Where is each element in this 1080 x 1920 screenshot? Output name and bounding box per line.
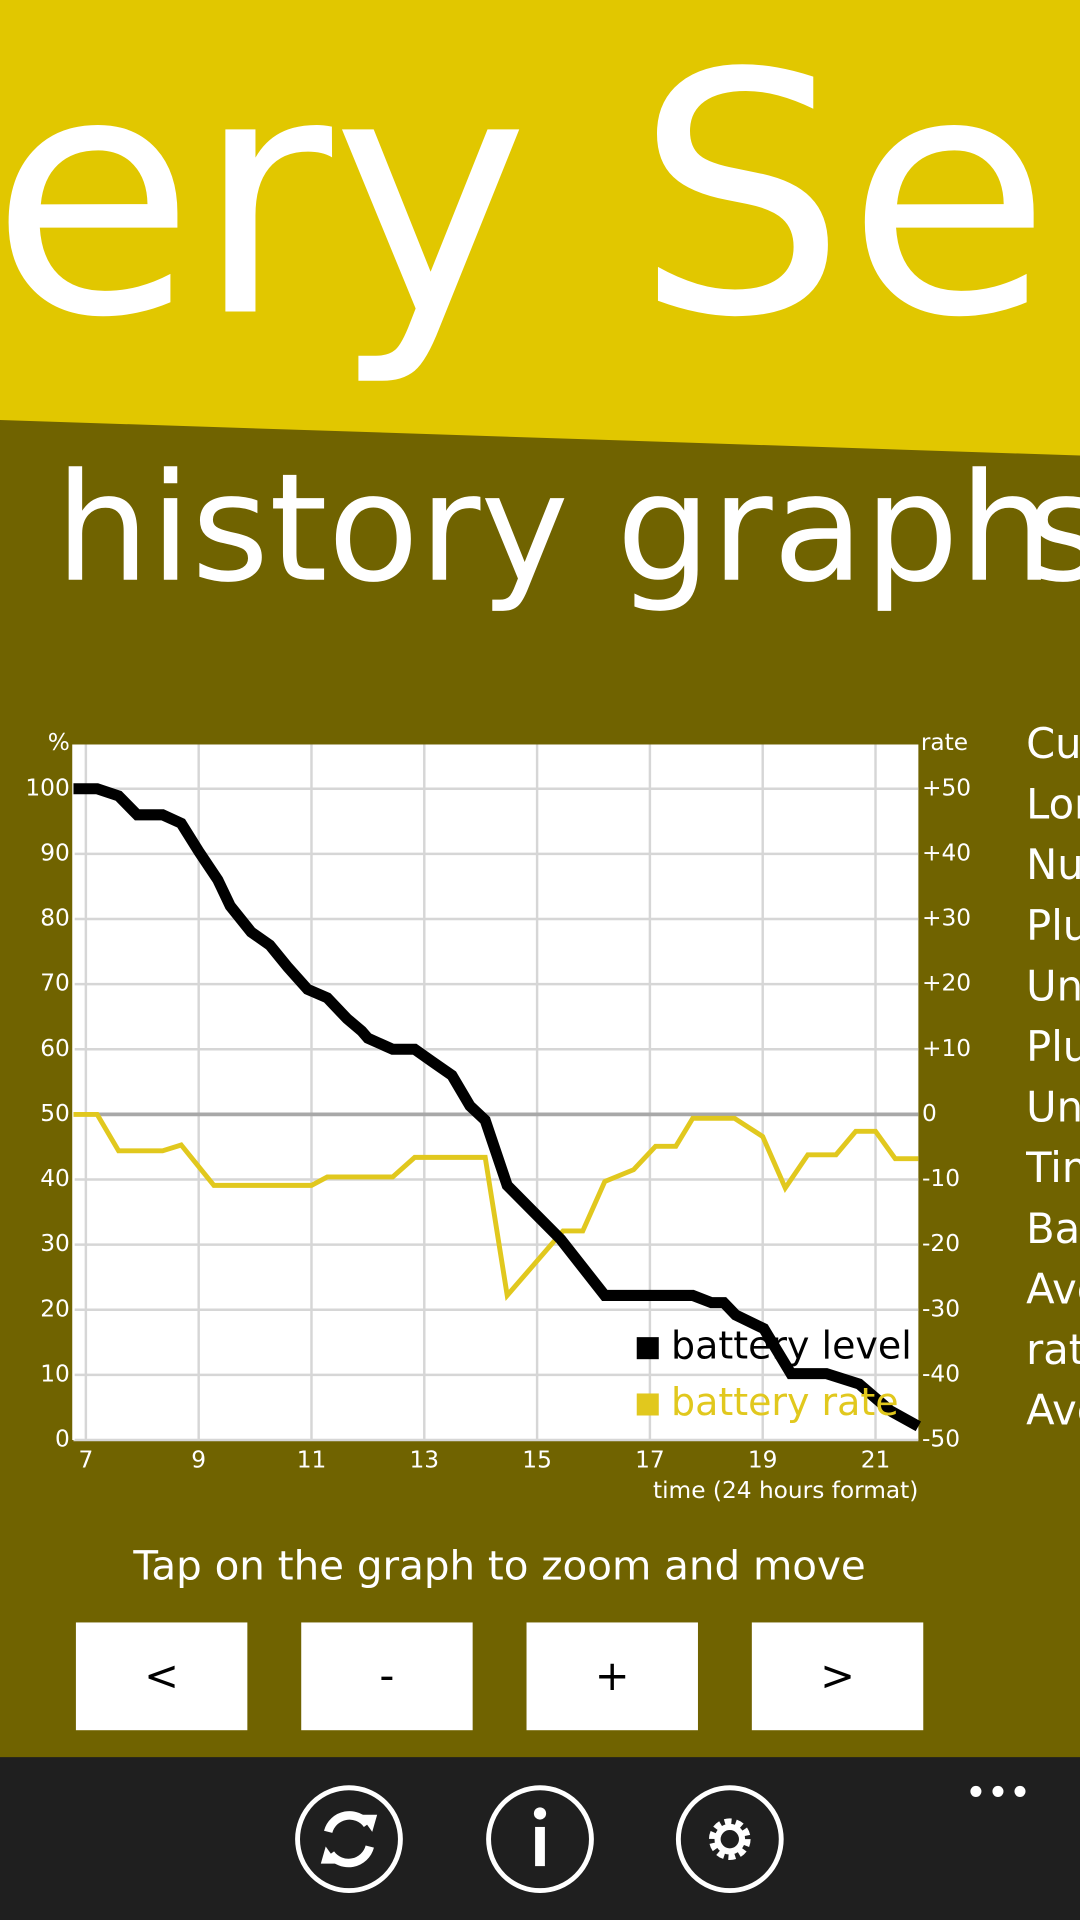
- nav-button[interactable]: [75, 1622, 248, 1731]
- legend-swatch: [636, 1393, 659, 1416]
- y2-tick-label: -40: [922, 1360, 960, 1387]
- x-tick-label: 15: [522, 1446, 552, 1473]
- nav-button-label: >: [820, 1651, 855, 1700]
- summary-label: Bat: [1026, 1204, 1080, 1253]
- x-tick-label: 13: [409, 1446, 439, 1473]
- header-band: [0, 0, 1080, 466]
- summary-label: Tim: [1025, 1143, 1080, 1192]
- settings-button[interactable]: [675, 1785, 784, 1894]
- nav-button-label: <: [144, 1651, 179, 1700]
- x-tick-label: 21: [861, 1446, 891, 1473]
- y-tick-label: 80: [40, 905, 70, 932]
- zoom-buttons: < - + >: [75, 1622, 924, 1731]
- series-line: [73, 1111, 919, 1302]
- summary-label: Cu: [1026, 719, 1080, 768]
- y2-tick-label: -50: [922, 1426, 960, 1453]
- series-line: [73, 783, 922, 1432]
- summary-label: Lor: [1026, 780, 1080, 829]
- legend-label: battery level: [671, 1324, 912, 1368]
- summary-label: Nu: [1026, 840, 1080, 889]
- dot: [970, 1785, 982, 1797]
- legend-label: battery rate: [671, 1380, 899, 1424]
- y2-axis-label: rate: [921, 729, 968, 756]
- summary-list: Cu Lor Nu Plu Un Plu Un Tim Bat Ave rate Ave: [1025, 719, 1080, 1435]
- summary-label: Ave: [1026, 1386, 1080, 1435]
- refresh-button[interactable]: [295, 1785, 403, 1894]
- y-tick-label: 70: [40, 970, 70, 997]
- y-tick-label: 0: [55, 1426, 70, 1453]
- y2-tick-label: +30: [922, 905, 971, 932]
- y-tick-label: 100: [25, 774, 69, 801]
- refresh-arrow: [324, 1811, 371, 1834]
- y2-tick-label: -30: [922, 1295, 960, 1322]
- y2-tick-label: -10: [922, 1165, 960, 1192]
- refresh-circle: [295, 1785, 403, 1894]
- summary-label: Plu: [1026, 901, 1080, 950]
- y2-tick-label: +10: [922, 1035, 971, 1062]
- gear-teeth: [708, 1818, 751, 1860]
- info-stem: [535, 1826, 545, 1867]
- y-tick-label: 50: [40, 1100, 70, 1127]
- x-tick-label: 9: [191, 1446, 206, 1473]
- summary-label: Un: [1026, 961, 1080, 1010]
- y-tick-label: 90: [40, 839, 70, 866]
- y2-tick-label: +20: [922, 970, 971, 997]
- plot-area[interactable]: [73, 744, 919, 1440]
- nav-button[interactable]: [301, 1622, 473, 1731]
- x-tick-label: 19: [748, 1446, 778, 1473]
- info-dot: [533, 1807, 547, 1820]
- dot: [1014, 1785, 1026, 1797]
- refresh-arrow: [327, 1845, 374, 1868]
- y2-tick-label: +50: [922, 774, 971, 801]
- legend-swatch: [636, 1337, 659, 1360]
- nav-button[interactable]: [751, 1622, 924, 1731]
- y-tick-label: 10: [40, 1360, 70, 1387]
- x-axis-label: time (24 hours format): [653, 1477, 918, 1504]
- info-button[interactable]: [486, 1785, 594, 1894]
- summary-label: Ave: [1026, 1264, 1080, 1313]
- app-title: ery Sen: [0, 2, 1080, 390]
- y-axis-label: %: [48, 729, 70, 756]
- nav-button[interactable]: [526, 1622, 698, 1731]
- y2-tick-label: +40: [922, 839, 971, 866]
- refresh-head: [320, 1846, 338, 1864]
- x-tick-label: 11: [297, 1446, 327, 1473]
- summary-label: Plu: [1026, 1022, 1080, 1071]
- y-tick-label: 30: [40, 1230, 70, 1257]
- chart: 7 9 11 13 15 17 19 21 0 10 20 30 40 50 60 70 80 90 100 -50 -…: [25, 729, 971, 1504]
- x-tick-label: 17: [635, 1446, 665, 1473]
- summary-label: rate: [1026, 1325, 1080, 1374]
- y2-tick-label: -20: [922, 1230, 960, 1257]
- gear-body: [714, 1823, 746, 1855]
- pivot-next[interactable]: s: [1026, 442, 1080, 616]
- more-menu[interactable]: [970, 1785, 1026, 1797]
- summary-label: Un: [1026, 1083, 1080, 1132]
- info-circle: [486, 1785, 594, 1894]
- nav-button-label: -: [379, 1651, 394, 1700]
- refresh-head: [360, 1814, 378, 1832]
- pivot-current[interactable]: history graph: [55, 442, 1054, 616]
- nav-button-label: +: [595, 1651, 630, 1700]
- x-tick-label: 7: [78, 1446, 93, 1473]
- settings-circle: [675, 1785, 784, 1894]
- y-tick-label: 60: [40, 1035, 70, 1062]
- dot: [992, 1785, 1004, 1797]
- hint: Tap on the graph to zoom and move: [132, 1542, 865, 1590]
- y2-tick-label: 0: [922, 1100, 937, 1127]
- y-tick-label: 20: [40, 1295, 70, 1322]
- y-tick-label: 40: [40, 1165, 70, 1192]
